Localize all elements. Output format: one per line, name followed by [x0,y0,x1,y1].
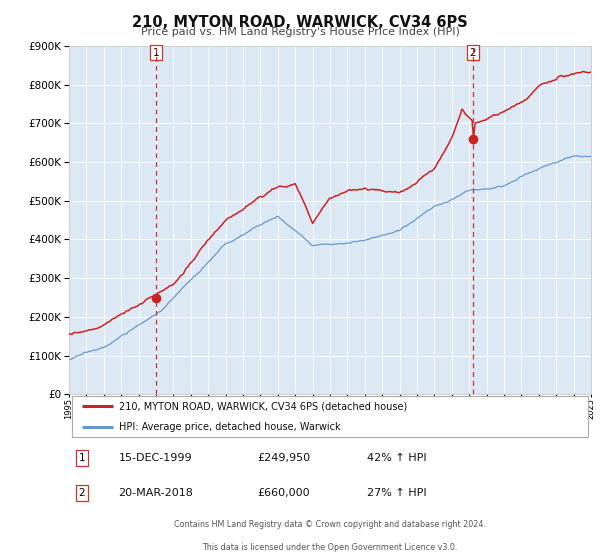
Text: 15-DEC-1999: 15-DEC-1999 [119,453,192,463]
Text: HPI: Average price, detached house, Warwick: HPI: Average price, detached house, Warw… [119,422,340,432]
Text: £249,950: £249,950 [257,453,310,463]
Text: Contains HM Land Registry data © Crown copyright and database right 2024.: Contains HM Land Registry data © Crown c… [174,520,486,529]
Text: 1: 1 [79,453,85,463]
Text: 210, MYTON ROAD, WARWICK, CV34 6PS: 210, MYTON ROAD, WARWICK, CV34 6PS [132,15,468,30]
Text: 42% ↑ HPI: 42% ↑ HPI [367,453,426,463]
Text: 20-MAR-2018: 20-MAR-2018 [119,488,193,498]
Text: This data is licensed under the Open Government Licence v3.0.: This data is licensed under the Open Gov… [202,543,458,552]
Text: 2: 2 [79,488,85,498]
FancyBboxPatch shape [71,396,589,437]
Text: 210, MYTON ROAD, WARWICK, CV34 6PS (detached house): 210, MYTON ROAD, WARWICK, CV34 6PS (deta… [119,402,407,412]
Text: £660,000: £660,000 [257,488,310,498]
Text: 2: 2 [470,48,476,58]
Text: Price paid vs. HM Land Registry's House Price Index (HPI): Price paid vs. HM Land Registry's House … [140,27,460,37]
Text: 1: 1 [152,48,160,58]
Text: 27% ↑ HPI: 27% ↑ HPI [367,488,426,498]
